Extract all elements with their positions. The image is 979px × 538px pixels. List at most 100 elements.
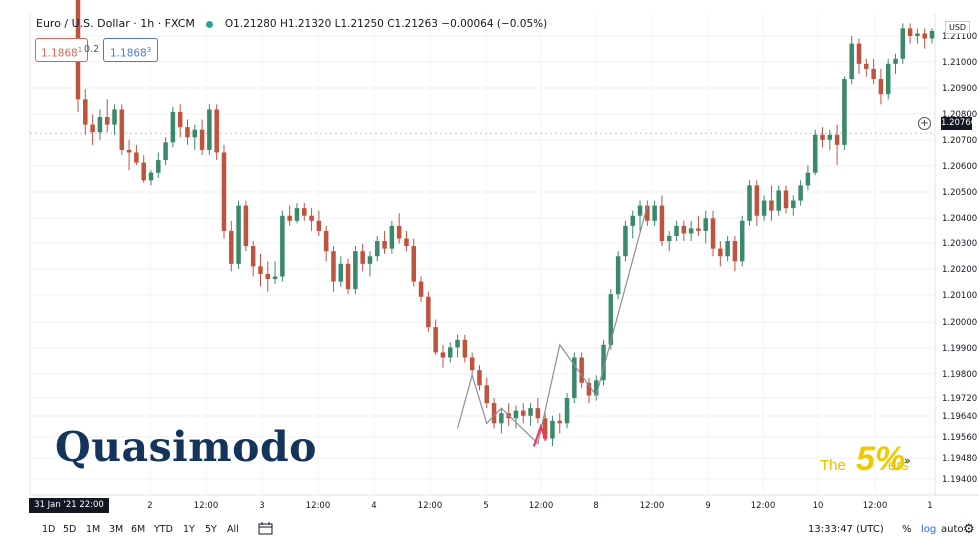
timeframe-5d[interactable]: 5D bbox=[63, 524, 77, 535]
calendar-icon bbox=[258, 522, 273, 535]
price-tick-label: 1.20300 bbox=[942, 239, 977, 249]
gear-icon[interactable]: ⚙ bbox=[963, 522, 975, 537]
candle-down bbox=[360, 243, 365, 272]
price-tick-label: 1.20100 bbox=[942, 291, 977, 301]
candle-down bbox=[141, 154, 146, 183]
candle-down bbox=[586, 377, 592, 404]
candle-down bbox=[323, 225, 329, 262]
candle-down bbox=[126, 139, 132, 171]
candle-down bbox=[484, 377, 490, 409]
timeframe-3m[interactable]: 3M bbox=[109, 524, 124, 535]
candle-up bbox=[272, 261, 278, 285]
price-tick-label: 1.19720 bbox=[942, 394, 977, 404]
price-tick-label: 1.20800 bbox=[942, 110, 977, 120]
timeframe-all[interactable]: All bbox=[227, 524, 239, 535]
candle-down bbox=[134, 144, 139, 166]
candle-up bbox=[112, 104, 117, 135]
candle-down bbox=[864, 58, 869, 77]
price-tick-label: 1.21100 bbox=[942, 32, 977, 42]
candle-up bbox=[170, 106, 176, 148]
symbol-legend[interactable]: Euro / U.S. Dollar · 1h · FXCM O1.21280 … bbox=[36, 17, 547, 30]
candle-down bbox=[418, 276, 424, 302]
percent-toggle[interactable]: % bbox=[902, 524, 912, 535]
candle-up bbox=[572, 352, 577, 404]
time-tick-label: 12:00 bbox=[751, 501, 776, 511]
candle-down bbox=[681, 220, 687, 242]
candle-down bbox=[732, 235, 738, 272]
timeframe-1m[interactable]: 1M bbox=[86, 524, 101, 535]
sell-button[interactable]: 1.18681 bbox=[35, 38, 89, 62]
price-tick-label: 1.19560 bbox=[942, 433, 977, 443]
candle-up bbox=[929, 28, 935, 44]
time-tick-label: 9 bbox=[705, 501, 710, 511]
timeframe-ytd[interactable]: YTD bbox=[154, 524, 173, 535]
candle-down bbox=[834, 124, 840, 166]
date-range-icon[interactable] bbox=[258, 522, 274, 535]
candle-down bbox=[119, 104, 125, 155]
candle-up bbox=[353, 246, 358, 295]
buy-button[interactable]: 1.18683 bbox=[103, 38, 159, 62]
candle-down bbox=[557, 413, 563, 434]
candle-down bbox=[535, 397, 541, 424]
time-tick-label: 12:00 bbox=[194, 501, 219, 511]
time-tick-label: 8 bbox=[593, 501, 598, 511]
price-tick-label: 1.19640 bbox=[942, 412, 977, 422]
chevron-right-icon[interactable]: » bbox=[904, 454, 911, 467]
log-toggle[interactable]: log bbox=[921, 524, 937, 535]
add-alert-icon[interactable]: + bbox=[918, 117, 931, 130]
candle-down bbox=[907, 23, 913, 44]
timeframe-1y[interactable]: 1Y bbox=[183, 524, 195, 535]
candle-down bbox=[309, 208, 314, 231]
timeframe-6m[interactable]: 6M bbox=[131, 524, 146, 535]
candle-up bbox=[97, 109, 103, 140]
price-tick-label: 1.21000 bbox=[942, 58, 977, 68]
candle-up bbox=[513, 405, 519, 429]
auto-toggle[interactable]: auto bbox=[941, 524, 964, 535]
candle-up bbox=[455, 334, 460, 358]
candle-up bbox=[528, 403, 533, 426]
price-tick-label: 1.20900 bbox=[942, 84, 977, 94]
time-axis[interactable]: 2 12:00 3 12:00 4 12:00 5 12:00 8 12:00 9 12:00 10 12… bbox=[147, 501, 932, 511]
timeframe-1d[interactable]: 1D bbox=[42, 524, 56, 535]
candle-up bbox=[915, 28, 920, 44]
candle-down bbox=[229, 220, 234, 272]
candle-up bbox=[747, 180, 752, 226]
head-highlight-mark bbox=[532, 423, 547, 447]
clock-time[interactable]: 13:33:47 (UTC) bbox=[808, 524, 884, 535]
candle-down bbox=[316, 210, 322, 236]
candle-up bbox=[367, 251, 373, 277]
price-tick-label: 1.20700 bbox=[942, 136, 977, 146]
candle-up bbox=[688, 220, 694, 242]
candle-up bbox=[798, 180, 803, 206]
price-tick-label: 1.19400 bbox=[942, 475, 977, 485]
time-tick-label: 1 bbox=[927, 501, 932, 511]
time-tick-label: 12:00 bbox=[306, 501, 331, 511]
quasimodo-pattern-line bbox=[456, 205, 648, 445]
price-axis[interactable]: 1.21100 1.21000 1.20900 1.20800 1.20700 1.206… bbox=[942, 32, 977, 485]
candle-down bbox=[258, 253, 263, 287]
timeframe-5y[interactable]: 5Y bbox=[205, 524, 217, 535]
candle-down bbox=[345, 258, 351, 295]
candle-up bbox=[637, 200, 643, 231]
pattern-line bbox=[456, 205, 648, 447]
candle-down bbox=[659, 195, 665, 247]
candle-down bbox=[411, 238, 417, 287]
candle-down bbox=[221, 144, 227, 239]
candle-up bbox=[615, 251, 621, 300]
logo-the: The bbox=[820, 457, 846, 474]
candle-up bbox=[163, 137, 168, 166]
candle-up bbox=[849, 36, 854, 85]
candle-down bbox=[104, 99, 110, 133]
time-tick-label: 4 bbox=[371, 501, 376, 511]
currency-label[interactable]: USD bbox=[945, 21, 971, 34]
time-tick-label: 10 bbox=[813, 501, 824, 511]
candle-up bbox=[893, 53, 898, 74]
candle-up bbox=[812, 129, 818, 176]
symbol-name[interactable]: Euro / U.S. Dollar · 1h · FXCM bbox=[36, 17, 195, 30]
candle-down bbox=[710, 210, 716, 257]
candle-down bbox=[769, 185, 774, 221]
candle-up bbox=[294, 203, 300, 224]
watermark-title: Quasimodo bbox=[55, 423, 317, 471]
